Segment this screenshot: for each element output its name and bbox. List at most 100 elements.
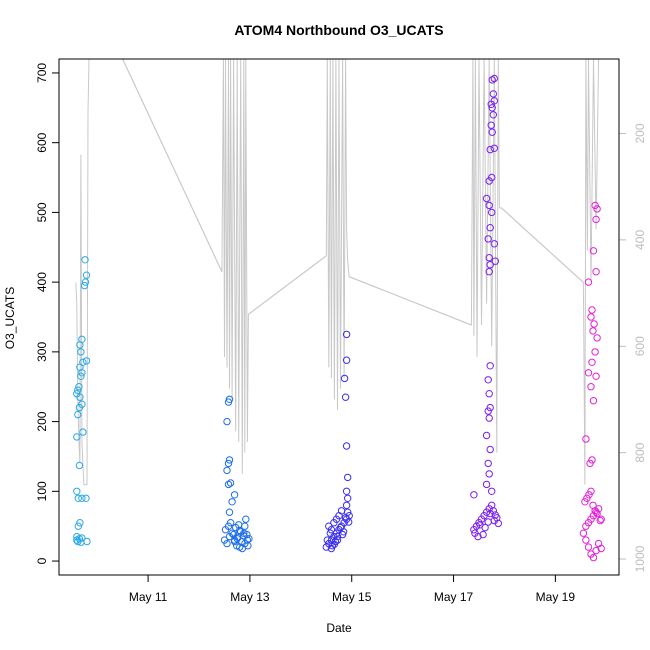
data-point [584,369,593,377]
data-point [79,428,87,436]
data-point [225,456,234,464]
data-point [226,479,235,487]
pressure-trace-line [75,58,601,486]
data-point [485,414,493,422]
chart-title: ATOM4 Northbound O3_UCATS [234,22,443,38]
y2-tick-label: 400 [633,230,647,250]
data-point [342,442,351,450]
axes: May 11 May 13 May 15 May 17 May 19 0 100 200 300… [35,63,647,604]
data-point [243,530,251,539]
data-point [228,498,236,506]
data-point [74,410,82,419]
data-point [591,201,599,210]
data-point [584,278,593,286]
data-point [587,487,595,495]
data-point [486,403,494,412]
data-point [342,356,351,364]
data-point [333,536,342,544]
data-point [337,507,346,515]
data-point [486,362,494,370]
data-point [233,542,241,550]
data-point [228,529,236,537]
data-point [341,393,350,401]
data-point [75,383,83,391]
data-point [489,507,497,515]
data-point [73,433,81,441]
data-point [490,144,498,153]
data-point [78,400,86,408]
plot-frame [58,58,620,576]
x-tick-label: May 15 [332,590,372,604]
y-tick-label: 600 [35,132,49,152]
data-point [223,539,231,548]
data-point [485,254,493,262]
data-point [589,397,598,405]
data-point [78,494,86,502]
data-point [76,519,84,527]
y-tick-label: 200 [35,411,49,431]
data-point [485,268,493,276]
data-point [491,257,499,265]
data-point [241,522,249,530]
data-point [479,530,487,539]
data-point [588,358,596,366]
data-point [342,501,351,509]
data-point [77,372,85,380]
data-point [223,417,231,426]
pressure-trace-segment [248,255,327,315]
data-point [74,386,82,394]
data-point [226,519,235,527]
data-point [589,247,598,255]
data-point [592,546,600,555]
data-point [74,494,83,502]
data-point [593,509,601,518]
data-point [488,501,496,509]
data-point [80,281,89,290]
y-tick-label: 300 [35,342,49,362]
data-point [488,128,496,136]
data-point [73,532,81,541]
data-point [340,374,349,383]
data-point [327,526,336,534]
data-point [83,537,91,546]
data-point [585,491,593,499]
data-point [589,327,597,335]
data-point [489,111,497,119]
x-tick-label: May 11 [129,590,168,604]
data-point [484,518,492,526]
data-point [488,173,496,182]
data-point [588,306,596,314]
data-point [230,491,239,499]
data-point [586,459,594,468]
data-point [244,542,252,550]
data-point [245,535,253,543]
data-point [589,553,598,562]
y-axis-label: O3_UCATS [3,287,17,349]
data-point [470,491,478,499]
data-point [482,480,491,489]
data-point [593,334,601,342]
data-point [73,390,81,398]
y2-tick-label: 800 [633,442,647,462]
data-point [597,544,605,553]
data-point [81,278,90,286]
data-point [579,529,588,537]
data-point [582,435,590,443]
data-point [224,480,233,489]
x-tick-label: May 19 [536,590,576,604]
pressure-trace-segment [122,58,223,272]
data-point [488,487,496,495]
data-point [339,528,348,536]
data-point [242,515,250,523]
data-point [78,335,86,343]
y-tick-label: 100 [35,481,49,501]
data-point [592,372,600,380]
data-point [485,470,493,478]
data-point [488,76,496,84]
data-point [73,487,81,495]
data-point [78,534,86,542]
x-tick-label: May 17 [434,590,474,604]
data-point [75,461,84,470]
data-point [234,533,242,541]
